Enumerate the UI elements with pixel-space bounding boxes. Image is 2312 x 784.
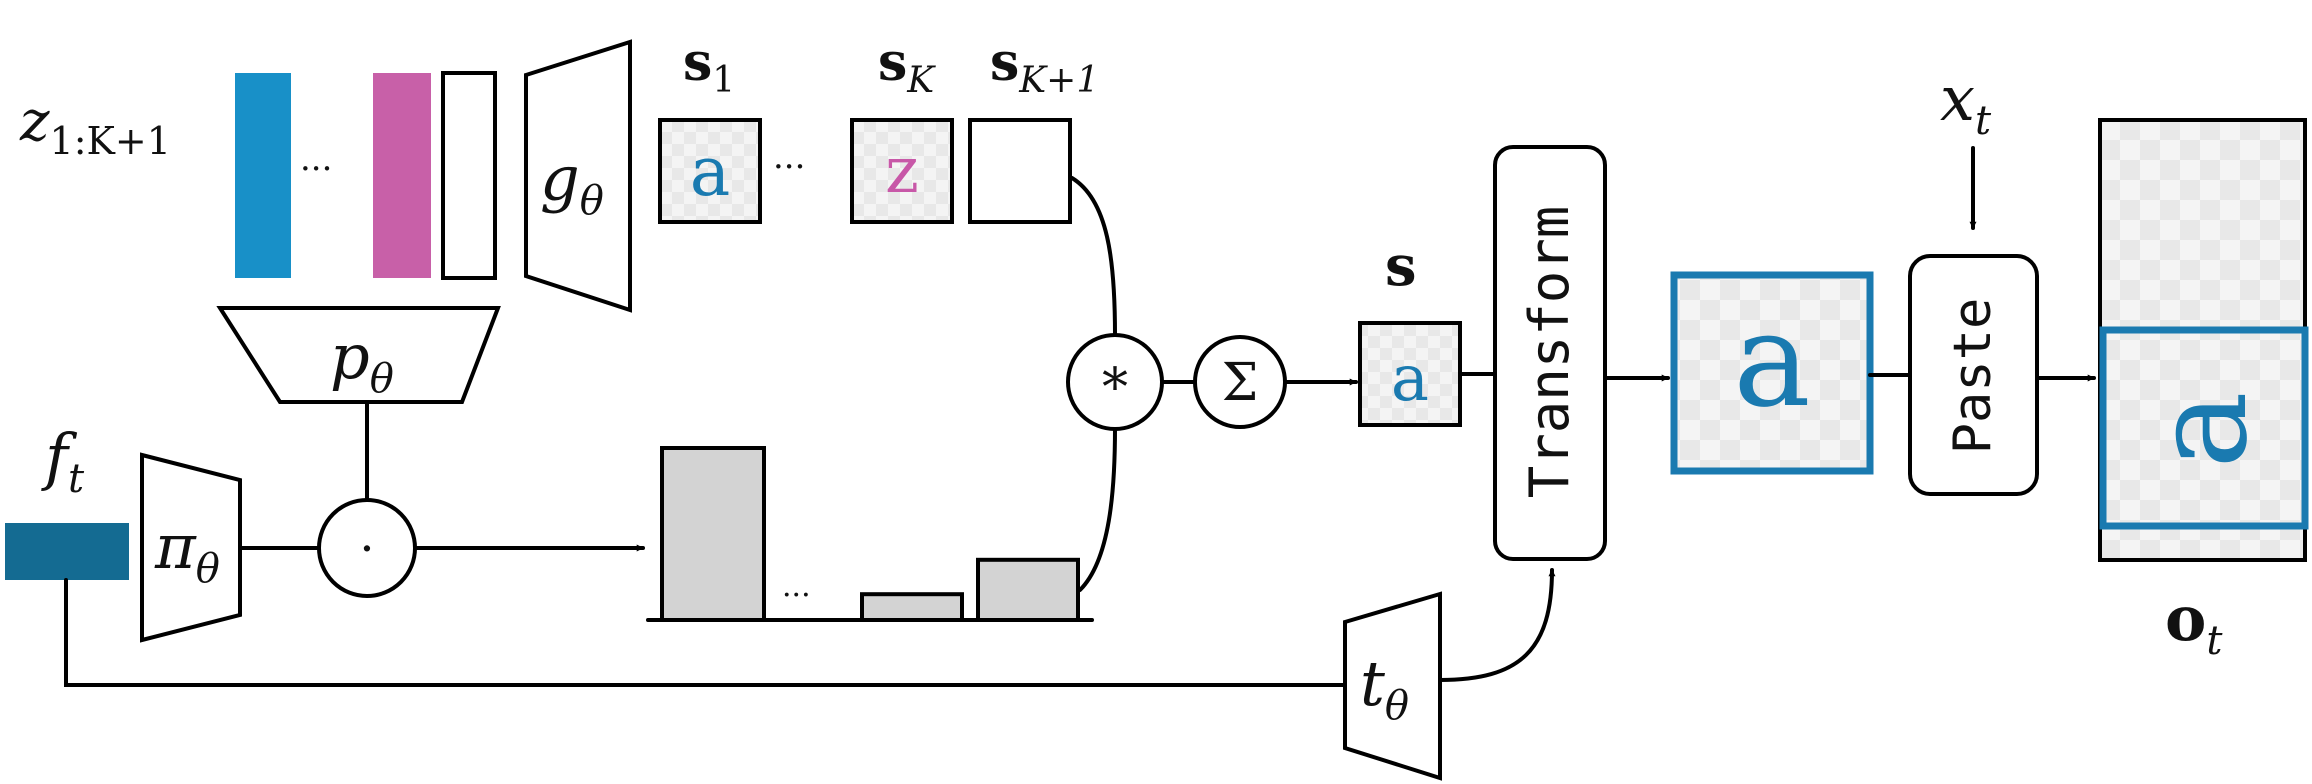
latent-vector-1 <box>235 73 291 278</box>
transform-block <box>1493 145 1607 561</box>
feature-vector <box>5 523 129 580</box>
dot-product-symbol: · <box>359 521 374 577</box>
sprite-K1 <box>968 118 1072 224</box>
policy-pi-label: πθ <box>154 510 220 592</box>
policy-pi <box>140 452 242 643</box>
transformed-sprite-glyph: a <box>1733 284 1811 436</box>
decoder-g <box>524 39 632 313</box>
output-label: ot <box>2165 582 2223 664</box>
feature-label: ft <box>41 420 85 502</box>
t-to-transform-edge <box>1438 568 1556 682</box>
transform-label: Transform <box>1518 206 1581 499</box>
paste-block <box>1908 254 2039 496</box>
sprite-K-glyph: z <box>885 134 919 208</box>
selected-sprite <box>1358 321 1462 427</box>
histogram-to-conv-edge <box>1078 426 1117 592</box>
sprite-probability-histogram <box>660 446 1080 623</box>
selected-sprite-glyph: a <box>1391 342 1429 416</box>
latent-vector-K <box>373 73 431 278</box>
sprite-K <box>850 118 954 224</box>
histogram-dots: ··· <box>782 578 811 613</box>
sprite-1-glyph: a <box>690 133 731 212</box>
prior-p-label: pθ <box>330 320 394 402</box>
output-sprite-box <box>2099 326 2309 530</box>
decoder-g-label: gθ <box>540 142 604 224</box>
convolution-symbol: * <box>1102 358 1128 418</box>
sprite-to-conv-edge <box>1070 176 1117 337</box>
selected-sprite-label: s <box>1385 233 1417 299</box>
paste-label: Paste <box>1943 298 2003 455</box>
transformed-sprite <box>1670 271 1874 475</box>
output-frame <box>2098 118 2307 562</box>
transform-net-t-label: tθ <box>1360 647 1409 729</box>
output-sprite-glyph: a <box>2124 391 2276 469</box>
histogram-bar-1 <box>660 446 766 622</box>
histogram-bar-K+1 <box>976 557 1080 622</box>
sprite-dots: ··· <box>773 147 805 187</box>
latent-vector-K1 <box>441 71 497 280</box>
transform-net-t <box>1343 591 1442 781</box>
prior-p <box>216 306 501 404</box>
sum-symbol: Σ <box>1222 353 1259 413</box>
histogram-bar-K <box>860 592 964 623</box>
sprite-K-label: sK <box>878 32 936 101</box>
sprite-K1-label: sK+1 <box>990 32 1099 101</box>
latent-label: z1:K+1 <box>19 89 171 163</box>
sprite-1 <box>658 118 762 224</box>
latent-dots: ··· <box>300 149 332 189</box>
feature-to-t-edge <box>64 578 1347 687</box>
sprite-1-label: s1 <box>683 32 735 101</box>
background-input-label: xt <box>1940 62 1992 144</box>
